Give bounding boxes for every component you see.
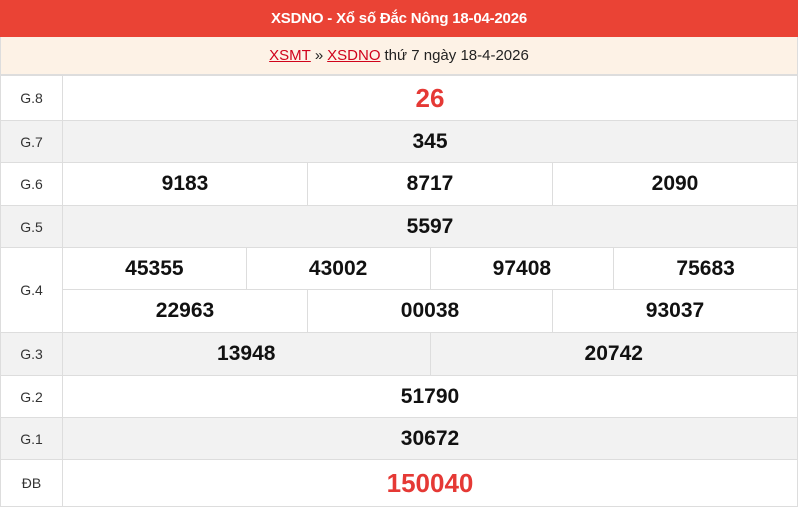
prize-number: 13948: [63, 333, 431, 375]
prize-number: 00038: [308, 290, 553, 332]
prize-number: 93037: [645, 299, 705, 322]
row-g8: G.8 26: [0, 75, 798, 121]
row-g7: G.7 345: [0, 120, 798, 163]
prize-label: G.5: [0, 205, 63, 248]
prize-number: 9183: [63, 163, 308, 205]
prize-label: ĐB: [0, 459, 63, 507]
prize-number: 97408: [431, 248, 615, 289]
prize-number: 20742: [584, 342, 643, 365]
special-prize-number: 150040: [62, 459, 798, 507]
prize-label: G.3: [0, 332, 63, 376]
row-g2: G.2 51790: [0, 375, 798, 418]
row-g5: G.5 5597: [0, 205, 798, 248]
row-g3: G.3 13948 20742: [0, 332, 798, 376]
prize-number: 30672: [62, 417, 798, 460]
prize-number: 45355: [63, 248, 247, 289]
row-g6: G.6 9183 8717 2090: [0, 162, 798, 206]
xsmt-link[interactable]: XSMT: [269, 47, 311, 64]
page-title: XSDNO - Xổ số Đắc Nông 18-04-2026: [0, 0, 798, 37]
prize-number: 5597: [62, 205, 798, 248]
breadcrumb-separator: »: [314, 47, 324, 64]
prize-label: G.1: [0, 417, 63, 460]
prize-number: 2090: [651, 172, 699, 195]
results-table: G.8 26 G.7 345 G.6 9183 8717 2090 G.5 5597 G.4…: [0, 75, 798, 507]
prize-label: G.7: [0, 120, 63, 163]
breadcrumb-date: thứ 7 ngày 18-4-2026: [384, 47, 529, 64]
breadcrumb: XSMT » XSDNO thứ 7 ngày 18-4-2026: [0, 37, 798, 75]
prize-number: 8717: [308, 163, 553, 205]
prize-number: 22963: [63, 290, 308, 332]
prize-number: 345: [62, 120, 798, 163]
prize-number: 43002: [247, 248, 431, 289]
prize-label: G.8: [0, 75, 63, 121]
prize-number: 26: [62, 75, 798, 121]
xsdno-link[interactable]: XSDNO: [327, 47, 381, 64]
prize-label: G.2: [0, 375, 63, 418]
row-g1: G.1 30672: [0, 417, 798, 460]
prize-label: G.4: [0, 247, 63, 333]
prize-number: 75683: [676, 256, 735, 280]
row-g4: G.4 45355 43002 97408 75683 22963 00038 93037: [0, 247, 798, 333]
row-special: ĐB 150040: [0, 459, 798, 507]
prize-label: G.6: [0, 162, 63, 206]
prize-number: 51790: [62, 375, 798, 418]
